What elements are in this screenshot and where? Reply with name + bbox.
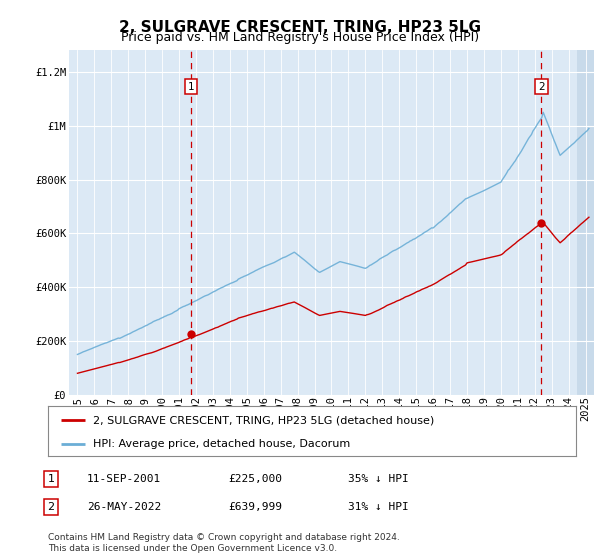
Text: 11-SEP-2001: 11-SEP-2001 (87, 474, 161, 484)
Text: 35% ↓ HPI: 35% ↓ HPI (348, 474, 409, 484)
Text: 1: 1 (187, 82, 194, 92)
Bar (577, 50, 594, 395)
Text: 1: 1 (47, 474, 55, 484)
Bar (577, 50, 594, 395)
Text: £639,999: £639,999 (228, 502, 282, 512)
Text: 2: 2 (47, 502, 55, 512)
Text: £225,000: £225,000 (228, 474, 282, 484)
Text: Contains HM Land Registry data © Crown copyright and database right 2024.
This d: Contains HM Land Registry data © Crown c… (48, 533, 400, 553)
Text: 26-MAY-2022: 26-MAY-2022 (87, 502, 161, 512)
Text: Price paid vs. HM Land Registry's House Price Index (HPI): Price paid vs. HM Land Registry's House … (121, 31, 479, 44)
Text: 2, SULGRAVE CRESCENT, TRING, HP23 5LG (detached house): 2, SULGRAVE CRESCENT, TRING, HP23 5LG (d… (93, 415, 434, 425)
Text: 31% ↓ HPI: 31% ↓ HPI (348, 502, 409, 512)
Text: 2: 2 (538, 82, 545, 92)
Text: HPI: Average price, detached house, Dacorum: HPI: Average price, detached house, Daco… (93, 439, 350, 449)
Text: 2, SULGRAVE CRESCENT, TRING, HP23 5LG: 2, SULGRAVE CRESCENT, TRING, HP23 5LG (119, 20, 481, 35)
